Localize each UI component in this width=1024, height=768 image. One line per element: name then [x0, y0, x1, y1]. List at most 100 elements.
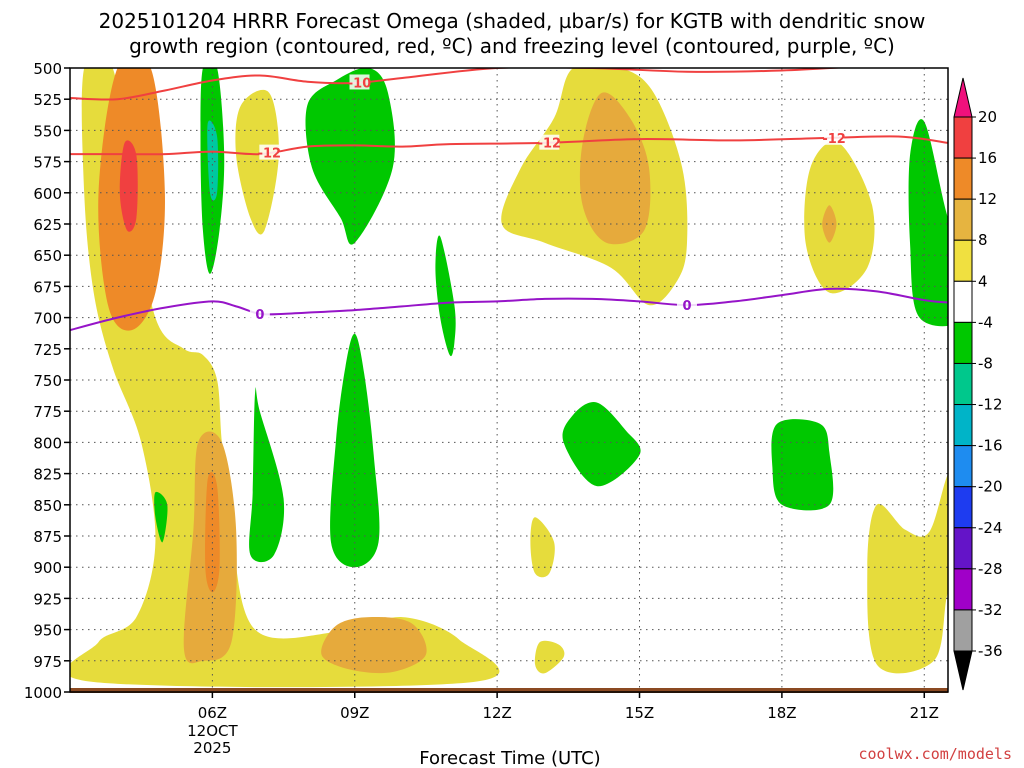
omega-region: [867, 473, 948, 674]
omega-region: [579, 92, 651, 245]
colorbar-swatch: [953, 527, 973, 570]
omega-region: [771, 419, 834, 511]
colorbar-swatch: [953, 404, 973, 447]
omega-region: [119, 140, 138, 232]
colorbar-label: 12: [978, 190, 997, 208]
colorbar-label: -24: [978, 519, 1003, 537]
colorbar-swatch: [953, 445, 973, 488]
omega-region: [908, 119, 948, 327]
y-tick-label: 525: [33, 91, 62, 109]
ground-strip: [70, 688, 948, 693]
y-tick-label: 850: [33, 497, 62, 515]
x-tick-date: 12OCT: [187, 722, 238, 740]
contour-label-bg: [259, 144, 280, 160]
colorbar-label: 8: [978, 231, 988, 249]
x-axis-label: Forecast Time (UTC): [419, 748, 600, 768]
y-tick-label: 600: [33, 185, 62, 203]
colorbar-label: -20: [978, 478, 1003, 496]
omega-region: [70, 68, 500, 688]
colorbar-label: -8: [978, 354, 993, 372]
contour-line: [70, 135, 948, 156]
y-axis: 500 525 550 575 600 625 650 675 700 725 750 775 800 8…: [24, 60, 70, 702]
colorbar-swatch: [953, 486, 973, 529]
y-tick-label: 625: [33, 216, 62, 234]
colorbar-label: 4: [978, 272, 988, 290]
contour-line: [70, 287, 948, 332]
y-tick-label: 925: [33, 590, 62, 608]
y-tick-label: 725: [33, 341, 62, 359]
x-tick-year: 2025: [193, 739, 231, 757]
omega-region: [330, 333, 380, 568]
contour-label: 0: [255, 308, 264, 323]
y-tick-label: 500: [33, 60, 62, 78]
y-tick-label: 750: [33, 372, 62, 390]
contour-label-bg: [249, 305, 270, 321]
colorbar-swatch: [953, 280, 973, 323]
y-tick-label: 875: [33, 528, 62, 546]
colorbar-swatch: [953, 362, 973, 406]
colorbar-swatch: [953, 198, 973, 241]
omega-region: [822, 205, 837, 243]
colorbar-label: 20: [978, 108, 997, 126]
contour-label: -12: [258, 147, 282, 162]
contour-label: -12: [822, 132, 846, 147]
colorbar-label: -36: [978, 642, 1003, 660]
colorbar-swatch: [953, 321, 973, 364]
colorbar-label: -12: [978, 396, 1003, 414]
colorbar-top-arrow: [953, 77, 973, 118]
y-tick-label: 825: [33, 466, 62, 484]
y-tick-label: 900: [33, 559, 62, 577]
omega-region: [205, 471, 220, 593]
colorbar-swatch: [953, 157, 973, 200]
colorbar-label: 16: [978, 149, 997, 167]
omega-region: [435, 235, 456, 357]
chart-title-line1: 2025101204 HRRR Forecast Omega (shaded, …: [99, 9, 926, 33]
colorbar-label: -32: [978, 601, 1003, 619]
colorbar-swatch: [953, 568, 973, 611]
contour-line: [70, 68, 848, 101]
colorbar-label: -28: [978, 560, 1003, 578]
contour-label-bg: [824, 129, 845, 145]
omega-region: [249, 387, 285, 563]
omega-region: [305, 68, 395, 245]
omega-region: [534, 640, 565, 674]
y-tick-label: 975: [33, 653, 62, 671]
contour-label: 0: [682, 299, 691, 314]
y-tick-label: 1000: [24, 684, 62, 702]
colorbar: 20 16 12 8 4 -4 -8 -12 -16 -20 -24 -28 -32 -36: [953, 77, 1003, 691]
y-tick-label: 775: [33, 403, 62, 421]
y-tick-label: 800: [33, 434, 62, 452]
colorbar-swatch: [953, 609, 973, 652]
contour-label-bg: [676, 297, 697, 313]
y-tick-label: 950: [33, 622, 62, 640]
omega-region: [562, 402, 641, 487]
colorbar-label: -4: [978, 313, 993, 331]
omega-region: [154, 491, 168, 543]
x-tick-label: 06Z: [198, 704, 227, 722]
x-tick-label: 15Z: [625, 704, 654, 722]
omega-shading: [70, 68, 948, 688]
contour-lines: -10 -12 -12 -12 0 0: [70, 68, 948, 332]
omega-region: [530, 517, 555, 578]
y-tick-label: 575: [33, 154, 62, 172]
colorbar-swatch: [953, 116, 973, 159]
colorbar-swatch: [953, 239, 973, 282]
y-tick-label: 550: [33, 122, 62, 140]
y-tick-label: 700: [33, 310, 62, 328]
colorbar-label: -16: [978, 437, 1003, 455]
contour-label: -12: [538, 137, 562, 152]
y-tick-label: 675: [33, 278, 62, 296]
x-tick-label: 18Z: [767, 704, 796, 722]
plot-area: -10 -12 -12 -12 0 0: [69, 67, 949, 693]
x-tick-label: 12Z: [482, 704, 511, 722]
x-tick-label: 21Z: [910, 704, 939, 722]
omega-region: [321, 616, 427, 674]
omega-region: [235, 89, 279, 235]
chart-title-line2: growth region (contoured, red, ºC) and f…: [129, 34, 895, 58]
colorbar-bottom-arrow: [953, 650, 973, 691]
x-tick-label: 09Z: [340, 704, 369, 722]
credit-text: coolwx.com/models: [858, 745, 1012, 763]
contour-label-bg: [539, 134, 560, 150]
